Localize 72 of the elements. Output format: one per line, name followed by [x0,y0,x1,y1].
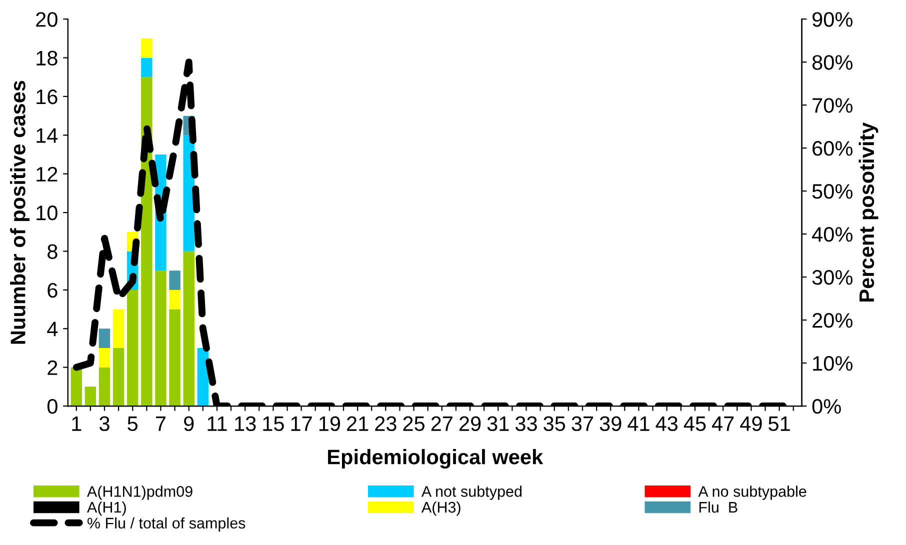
x-tick-label: 51 [768,416,790,432]
y2-tick-label: 90% [812,12,852,27]
bar [112,309,124,348]
x-tick-label: 17 [291,416,312,431]
bar [98,328,110,348]
y-tick-label: 12 [36,166,58,182]
x-tick-label: 5 [128,416,138,432]
bar [141,38,152,58]
y2-tick-label: 60% [812,141,852,156]
x-tick-label: 15 [263,416,284,432]
bar [183,251,194,406]
legend-label: Flu B [699,501,738,513]
x-axis-title: Epidemiological week [328,449,544,469]
x-tick-label: 23 [375,416,396,432]
bar [169,290,180,310]
legend-label: A(H1N1)pdm09 [86,486,192,500]
bar [98,367,110,406]
x-tick-label: 41 [628,416,650,431]
y-tick-label: 10 [36,206,58,220]
x-tick-label: 11 [208,416,227,431]
x-tick-label: 31 [487,416,509,432]
y-tick-label: 18 [36,50,58,66]
legend-label: A not subtyped [421,486,522,500]
y-tick-label: 6 [48,282,58,298]
bar [169,270,180,290]
y-tick-label: 4 [47,322,58,336]
x-tick-label: 29 [459,416,481,432]
x-tick-label: 7 [156,416,166,431]
y-axis-title: Nuumber of positive cases [10,80,30,344]
bar [84,386,96,406]
y-tick-label: 14 [36,128,58,143]
y-tick-label: 8 [48,244,58,259]
legend-label: % Flu / total of samples [88,517,246,532]
y2-tick-label: 20% [812,313,852,328]
y2-tick-label: 70% [812,98,852,113]
y-tick-label: 2 [48,360,58,375]
x-tick-label: 19 [319,416,340,432]
bar [70,367,82,406]
y-tick-label: 0 [47,399,58,414]
bar [112,348,124,406]
x-tick-label: 43 [656,416,678,432]
y-tick-label: 16 [36,89,58,104]
x-tick-label: 25 [403,416,425,432]
y2-tick-label: 50% [812,184,852,199]
y-tick-label: 20 [36,12,58,27]
x-tick-label: 47 [712,416,734,431]
y2-tick-label: 80% [812,55,852,70]
x-tick-label: 33 [515,416,537,432]
y2-tick-label: 40% [812,227,852,242]
legend-label: A(H1) [86,501,126,516]
y2-tick-label: 30% [812,270,852,285]
legend-label: A no subtypable [698,486,806,500]
bar [169,309,180,406]
bar [155,270,166,406]
y2-axis-title: Percent posotivity [858,122,878,302]
x-tick-label: 1 [72,416,82,431]
x-tick-label: 37 [572,416,594,432]
y2-tick-label: 0% [812,399,841,414]
x-tick-label: 13 [235,416,256,432]
bar [98,348,110,368]
x-tick-label: 3 [100,416,110,432]
x-tick-label: 35 [544,416,566,432]
x-tick-label: 39 [600,416,622,432]
y2-tick-label: 10% [813,356,852,371]
legend-label: A(H3) [421,501,460,516]
bar [141,58,152,78]
bar [126,290,138,406]
x-tick-label: 9 [184,416,194,432]
x-tick-label: 27 [431,416,452,431]
x-tick-label: 49 [740,416,762,432]
x-tick-label: 21 [347,416,368,431]
x-tick-label: 45 [684,416,706,432]
